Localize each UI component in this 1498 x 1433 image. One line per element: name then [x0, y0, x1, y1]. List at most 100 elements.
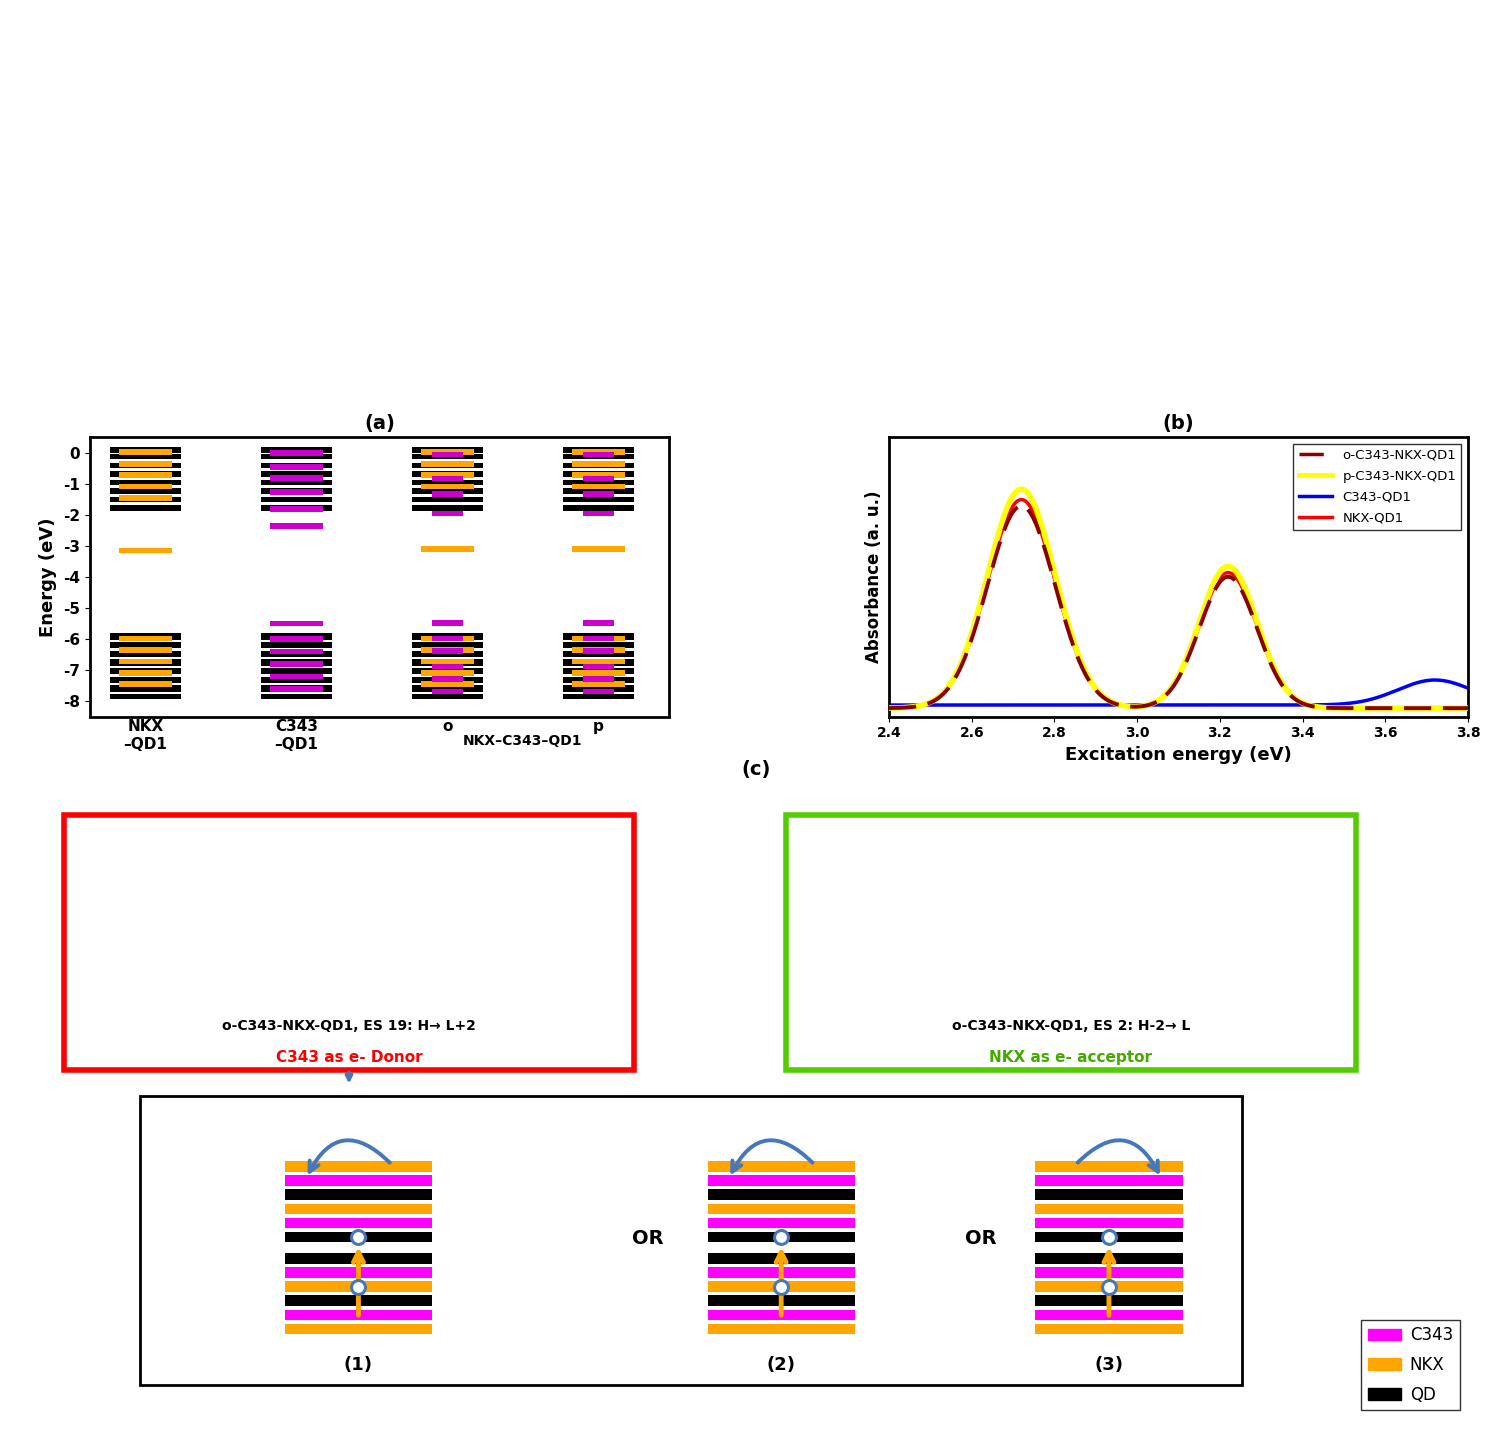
Bar: [707, 1254, 855, 1264]
Bar: [563, 651, 634, 656]
Bar: [421, 636, 473, 642]
Bar: [412, 633, 482, 639]
Bar: [109, 651, 181, 656]
Bar: [118, 669, 172, 675]
Bar: [118, 461, 172, 467]
Bar: [1035, 1175, 1182, 1185]
Bar: [707, 1218, 855, 1228]
Bar: [285, 1295, 431, 1305]
Bar: [285, 1204, 431, 1214]
Bar: [707, 1161, 855, 1172]
Bar: [412, 676, 482, 684]
Bar: [1035, 1232, 1182, 1242]
Text: NKX as e- acceptor: NKX as e- acceptor: [990, 1050, 1152, 1065]
Bar: [583, 648, 614, 653]
Bar: [270, 686, 322, 692]
Bar: [431, 636, 463, 642]
Bar: [270, 636, 322, 642]
Bar: [109, 497, 181, 503]
Bar: [707, 1232, 855, 1242]
Y-axis label: Energy (eV): Energy (eV): [39, 517, 57, 636]
Bar: [563, 471, 634, 477]
Bar: [118, 547, 172, 553]
Bar: [118, 496, 172, 500]
Text: o-C343-NKX-QD1, ES 19: H→ L+2: o-C343-NKX-QD1, ES 19: H→ L+2: [222, 1019, 476, 1033]
Bar: [285, 1310, 431, 1320]
Bar: [285, 1189, 431, 1199]
Bar: [118, 636, 172, 642]
Bar: [412, 694, 482, 699]
Bar: [412, 463, 482, 469]
Bar: [261, 642, 331, 648]
Bar: [421, 648, 473, 653]
Bar: [583, 620, 614, 626]
Bar: [270, 474, 322, 480]
Text: (3): (3): [1095, 1357, 1124, 1374]
Bar: [109, 685, 181, 692]
Bar: [285, 1281, 431, 1291]
Bar: [261, 676, 331, 684]
Text: OR: OR: [965, 1230, 996, 1248]
Bar: [563, 454, 634, 460]
Bar: [1035, 1254, 1182, 1264]
FancyBboxPatch shape: [64, 814, 634, 1069]
Bar: [412, 497, 482, 503]
Text: (1): (1): [345, 1357, 373, 1374]
FancyBboxPatch shape: [139, 1096, 1242, 1386]
Bar: [1035, 1310, 1182, 1320]
Bar: [285, 1254, 431, 1264]
Bar: [261, 659, 331, 665]
Bar: [285, 1267, 431, 1278]
Bar: [109, 694, 181, 699]
Bar: [431, 451, 463, 457]
Bar: [421, 682, 473, 686]
Bar: [431, 688, 463, 694]
Bar: [109, 659, 181, 665]
Bar: [583, 636, 614, 642]
Bar: [412, 668, 482, 675]
Bar: [261, 463, 331, 469]
Bar: [109, 480, 181, 486]
Bar: [563, 633, 634, 639]
Bar: [563, 497, 634, 503]
Bar: [1035, 1267, 1182, 1278]
Bar: [285, 1232, 431, 1242]
Bar: [118, 450, 172, 456]
Bar: [285, 1218, 431, 1228]
Bar: [285, 1161, 431, 1172]
Bar: [261, 489, 331, 493]
Bar: [270, 661, 322, 666]
Bar: [109, 463, 181, 469]
Bar: [707, 1295, 855, 1305]
Bar: [583, 451, 614, 457]
Bar: [572, 648, 625, 653]
Bar: [572, 636, 625, 642]
Bar: [583, 663, 614, 669]
Bar: [261, 651, 331, 656]
Bar: [563, 506, 634, 512]
Legend: o-C343-NKX-QD1, p-C343-NKX-QD1, C343-QD1, NKX-QD1: o-C343-NKX-QD1, p-C343-NKX-QD1, C343-QD1…: [1293, 444, 1462, 530]
Bar: [707, 1175, 855, 1185]
Bar: [109, 668, 181, 675]
Bar: [583, 476, 614, 481]
Bar: [261, 506, 331, 512]
Legend: C343, NKX, QD: C343, NKX, QD: [1362, 1320, 1459, 1410]
Bar: [572, 659, 625, 665]
X-axis label: Excitation energy (eV): Excitation energy (eV): [1065, 745, 1291, 764]
Bar: [431, 492, 463, 497]
Bar: [572, 484, 625, 489]
Bar: [563, 489, 634, 493]
Bar: [572, 450, 625, 456]
Bar: [563, 463, 634, 469]
Bar: [109, 633, 181, 639]
Bar: [583, 676, 614, 682]
Bar: [261, 668, 331, 675]
Bar: [109, 489, 181, 493]
Bar: [118, 648, 172, 653]
Bar: [270, 523, 322, 529]
Title: (c): (c): [742, 761, 771, 780]
Bar: [412, 471, 482, 477]
Bar: [118, 484, 172, 489]
FancyBboxPatch shape: [786, 814, 1356, 1069]
Bar: [261, 633, 331, 639]
